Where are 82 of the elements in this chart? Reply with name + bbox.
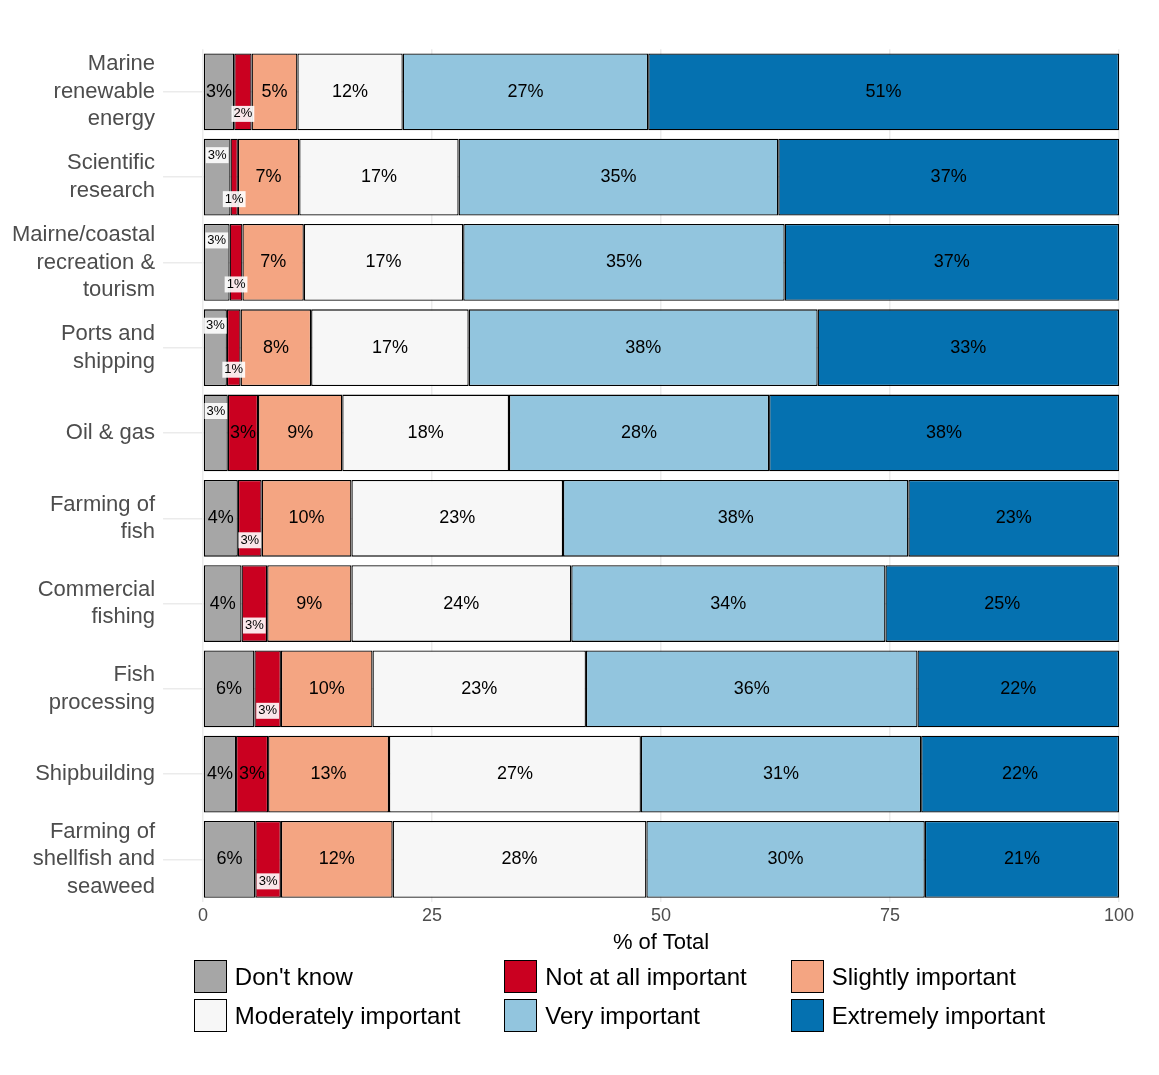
data-label: 38%	[717, 507, 754, 528]
data-label: 7%	[260, 251, 287, 272]
data-label: 23%	[995, 507, 1032, 528]
x-tick-label: 25	[422, 904, 443, 925]
y-tick-label: Ports and shipping	[60, 320, 156, 373]
data-label: 9%	[287, 421, 314, 442]
data-label: 36%	[733, 677, 770, 698]
data-label: 23%	[439, 507, 476, 528]
x-tick-label: 0	[198, 904, 209, 925]
legend-label: Very important	[545, 1001, 701, 1030]
data-label: 22%	[1000, 677, 1037, 698]
data-label: 3%	[239, 763, 266, 784]
data-label: 37%	[933, 251, 970, 272]
x-tick-label: 50	[651, 904, 672, 925]
data-label: 27%	[496, 763, 533, 784]
data-label: 22%	[1002, 763, 1039, 784]
data-label: 28%	[501, 848, 538, 869]
data-label: 31%	[763, 763, 800, 784]
data-label: 51%	[865, 80, 902, 101]
y-tick-label: Mairne/coastal recreation & tourism	[11, 221, 156, 301]
data-label: 6%	[216, 677, 243, 698]
data-label: 3%	[229, 421, 256, 442]
data-label: 3%	[206, 80, 233, 101]
data-label: 37%	[930, 166, 967, 187]
data-label: 3%	[240, 531, 260, 547]
data-label: 10%	[308, 677, 345, 698]
data-label: 9%	[296, 592, 323, 613]
y-tick-label: Shipbuilding	[35, 760, 156, 786]
data-label: 18%	[407, 421, 444, 442]
data-label: 27%	[507, 80, 544, 101]
data-label: 23%	[461, 677, 498, 698]
data-label: 3%	[258, 702, 278, 718]
y-tick-label: Scientific research	[67, 149, 156, 202]
data-label: 17%	[371, 336, 408, 357]
data-label: 35%	[600, 166, 637, 187]
data-label: 4%	[207, 507, 234, 528]
y-tick-label: Farming of fish	[49, 490, 156, 544]
data-label: 4%	[206, 763, 233, 784]
data-label: 10%	[288, 507, 325, 528]
data-label: 25%	[984, 592, 1021, 613]
data-label: 4%	[209, 592, 236, 613]
data-label: 3%	[244, 617, 265, 633]
legend-label: Not at all important	[545, 962, 747, 991]
y-tick-label: Oil & gas	[65, 419, 156, 445]
data-label: 3%	[207, 232, 227, 248]
data-label: 30%	[767, 848, 804, 869]
data-label: 3%	[258, 872, 278, 888]
data-label: 17%	[365, 251, 402, 272]
x-tick-label: 75	[880, 904, 901, 925]
data-label: 3%	[205, 317, 226, 333]
data-label: 38%	[625, 336, 662, 357]
data-label: 33%	[950, 336, 987, 357]
y-tick-label: Farming of shellfish and seaweed	[32, 817, 156, 898]
data-label: 3%	[207, 146, 228, 162]
data-label: 24%	[443, 592, 480, 613]
data-label: 3%	[206, 402, 226, 418]
y-tick-label: Marine renewable energy	[53, 50, 156, 131]
data-label: 1%	[224, 190, 245, 206]
y-tick-label: Fish processing	[48, 661, 156, 714]
data-label: 13%	[310, 763, 347, 784]
legend-label: Extremely important	[831, 1001, 1046, 1030]
data-label: 1%	[226, 276, 246, 292]
data-label: 35%	[605, 251, 642, 272]
data-label: 21%	[1003, 848, 1040, 869]
data-label: 5%	[261, 80, 288, 101]
data-label: 8%	[262, 336, 289, 357]
x-tick-label: 100	[1103, 904, 1135, 925]
legend-label: Slightly important	[831, 962, 1016, 991]
data-label: 38%	[926, 421, 963, 442]
x-axis-title: % of Total	[612, 928, 710, 954]
data-label: 1%	[224, 361, 244, 377]
data-label: 7%	[255, 166, 282, 187]
data-label: 17%	[360, 166, 397, 187]
data-label: 34%	[710, 592, 747, 613]
legend-label: Don't know	[234, 962, 353, 991]
data-label: 28%	[621, 421, 658, 442]
data-label: 12%	[332, 80, 369, 101]
y-tick-label: Commercial fishing	[37, 575, 156, 629]
data-label: 6%	[216, 848, 243, 869]
legend-label: Moderately important	[234, 1001, 461, 1030]
data-label: 12%	[318, 848, 355, 869]
data-label: 2%	[233, 105, 253, 121]
